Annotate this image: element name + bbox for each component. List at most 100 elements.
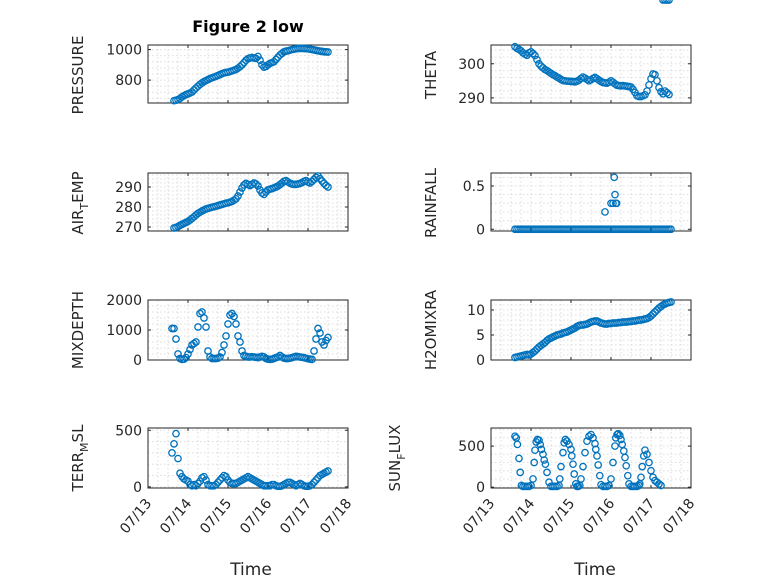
mixdepth-data-point <box>218 348 226 357</box>
right-xlabel: Time <box>573 560 616 580</box>
air-temp-data-point <box>322 181 330 190</box>
terr-msl-data-point <box>170 439 178 448</box>
air-temp-data-point <box>312 173 320 182</box>
mixdepth-data-point <box>216 353 224 361</box>
pressure-data-point <box>264 60 272 69</box>
h2omixra-y-tick-label: 0 <box>476 353 485 369</box>
sun-flux-data-point <box>511 432 519 441</box>
sun-flux-data-point <box>557 462 565 471</box>
terr-msl-data-point <box>212 480 220 489</box>
theta-data-point <box>665 90 673 99</box>
air-temp-ylabel-sub: T <box>78 203 91 211</box>
pressure-data-point <box>274 53 282 62</box>
terr-msl-x-tick-label: 07/17 <box>277 496 315 537</box>
mixdepth-y-tick-label: 0 <box>133 353 142 369</box>
terr-msl-data-point <box>312 476 320 484</box>
h2omixra-y-tick-label: 5 <box>476 328 485 344</box>
pressure-y-tick-label: 800 <box>115 73 142 89</box>
air-temp-data-point <box>234 192 242 200</box>
h2omixra-data-point <box>647 312 655 320</box>
air-temp-data-point <box>258 189 266 197</box>
theta-data-point <box>653 76 661 85</box>
sun-flux-x-tick-label: 07/14 <box>500 496 538 537</box>
pressure-data-point <box>190 86 198 94</box>
air-temp-data-point <box>252 180 260 188</box>
left-xlabel: Time <box>229 560 272 580</box>
sun-flux-data-point <box>637 473 645 482</box>
h2omixra-axes: 0 5 10 <box>467 298 692 369</box>
terr-msl-ylabel-tail: SL <box>69 424 87 443</box>
theta-data-point <box>663 88 671 97</box>
sun-flux-data-point <box>607 475 615 483</box>
terr-msl-data-point <box>324 467 332 475</box>
pressure-data-point <box>188 88 196 96</box>
h2omixra-ylabel: H2OMIXRA <box>422 289 440 370</box>
terr-msl-ylabel-sub: M <box>78 442 91 452</box>
sun-flux-data-point <box>565 440 573 449</box>
sun-flux-data-point <box>516 468 525 477</box>
air-temp-data-point <box>230 196 238 205</box>
pressure-data-point <box>240 58 248 67</box>
pressure-y-tick-label: 1000 <box>106 43 142 59</box>
mixdepth-data-point <box>172 335 180 343</box>
mixdepth-y-tick-label: 1000 <box>106 323 142 339</box>
sun-flux-data-point <box>623 471 632 480</box>
sun-flux-data-point <box>657 481 665 490</box>
sun-flux-data-point <box>530 458 539 467</box>
pressure-data-point <box>242 56 250 65</box>
terr-msl-data-point <box>174 454 182 463</box>
sun-flux-data-point <box>647 466 655 475</box>
rainfall-data-point <box>667 225 675 234</box>
mixdepth-data-point <box>236 338 244 346</box>
sun-flux-data-point <box>621 453 629 462</box>
sun-flux-data-point <box>665 0 673 4</box>
pressure-axis-box <box>147 44 349 104</box>
sun-flux-data-point <box>541 460 550 469</box>
sun-flux-data-point <box>641 446 649 455</box>
air-temp-data-point <box>308 177 316 186</box>
mixdepth-data-point <box>224 320 232 328</box>
sun-flux-axis-box <box>490 427 692 489</box>
theta-ylabel: THETA <box>422 50 440 100</box>
sun-flux-data-point <box>536 440 545 449</box>
sun-flux-x-tick-label: 07/15 <box>540 496 578 537</box>
mixdepth-data-point <box>324 333 332 342</box>
theta-y-tick-label: 300 <box>458 57 485 73</box>
pressure-data-point <box>238 60 246 69</box>
figure-title: Figure 2 low <box>192 17 304 36</box>
rainfall-data-point <box>612 199 621 208</box>
sun-flux-y-tick-label: 500 <box>458 439 485 455</box>
mixdepth-data-point <box>186 345 194 354</box>
rainfall-ylabel: RAINFALL <box>422 167 440 238</box>
rainfall-data-point <box>611 190 619 199</box>
rainfall-data-point <box>601 208 609 216</box>
air-temp-y-tick-label: 270 <box>115 220 142 236</box>
mixdepth-data-point <box>312 335 320 343</box>
terr-msl-x-tick-label: 07/14 <box>157 496 195 537</box>
air-temp-ylabel-main: AIR <box>69 210 87 235</box>
sun-flux-x-tick-label: 07/18 <box>660 496 698 537</box>
sun-flux-ylabel-sub: F <box>395 453 408 459</box>
sun-flux-data-point <box>622 461 631 470</box>
air-temp-data-point <box>324 183 332 191</box>
mixdepth-data-point <box>190 339 198 348</box>
sun-flux-x-tick-label: 07/13 <box>460 496 498 537</box>
terr-msl-y-tick-label: 500 <box>115 423 142 439</box>
theta-y-tick-label: 290 <box>458 91 485 107</box>
pressure-axes: 800 1000 <box>106 43 349 105</box>
theta-data-point <box>533 55 541 64</box>
rainfall-axes: 00.5 <box>463 172 692 238</box>
sun-flux-data-point <box>617 435 625 444</box>
mixdepth-data-point <box>170 324 178 333</box>
terr-msl-data-point <box>214 478 222 487</box>
sun-flux-data-point <box>529 475 537 483</box>
mixdepth-data-point <box>310 347 318 355</box>
mixdepth-data-point <box>194 323 202 331</box>
terr-msl-data-point <box>308 480 316 489</box>
h2omixra-axis-box <box>490 299 692 361</box>
sun-flux-x-tick-label: 07/17 <box>620 496 658 537</box>
mixdepth-data-point <box>232 320 240 328</box>
theta-data-point <box>641 90 649 99</box>
air-temp-y-tick-label: 280 <box>115 200 142 216</box>
